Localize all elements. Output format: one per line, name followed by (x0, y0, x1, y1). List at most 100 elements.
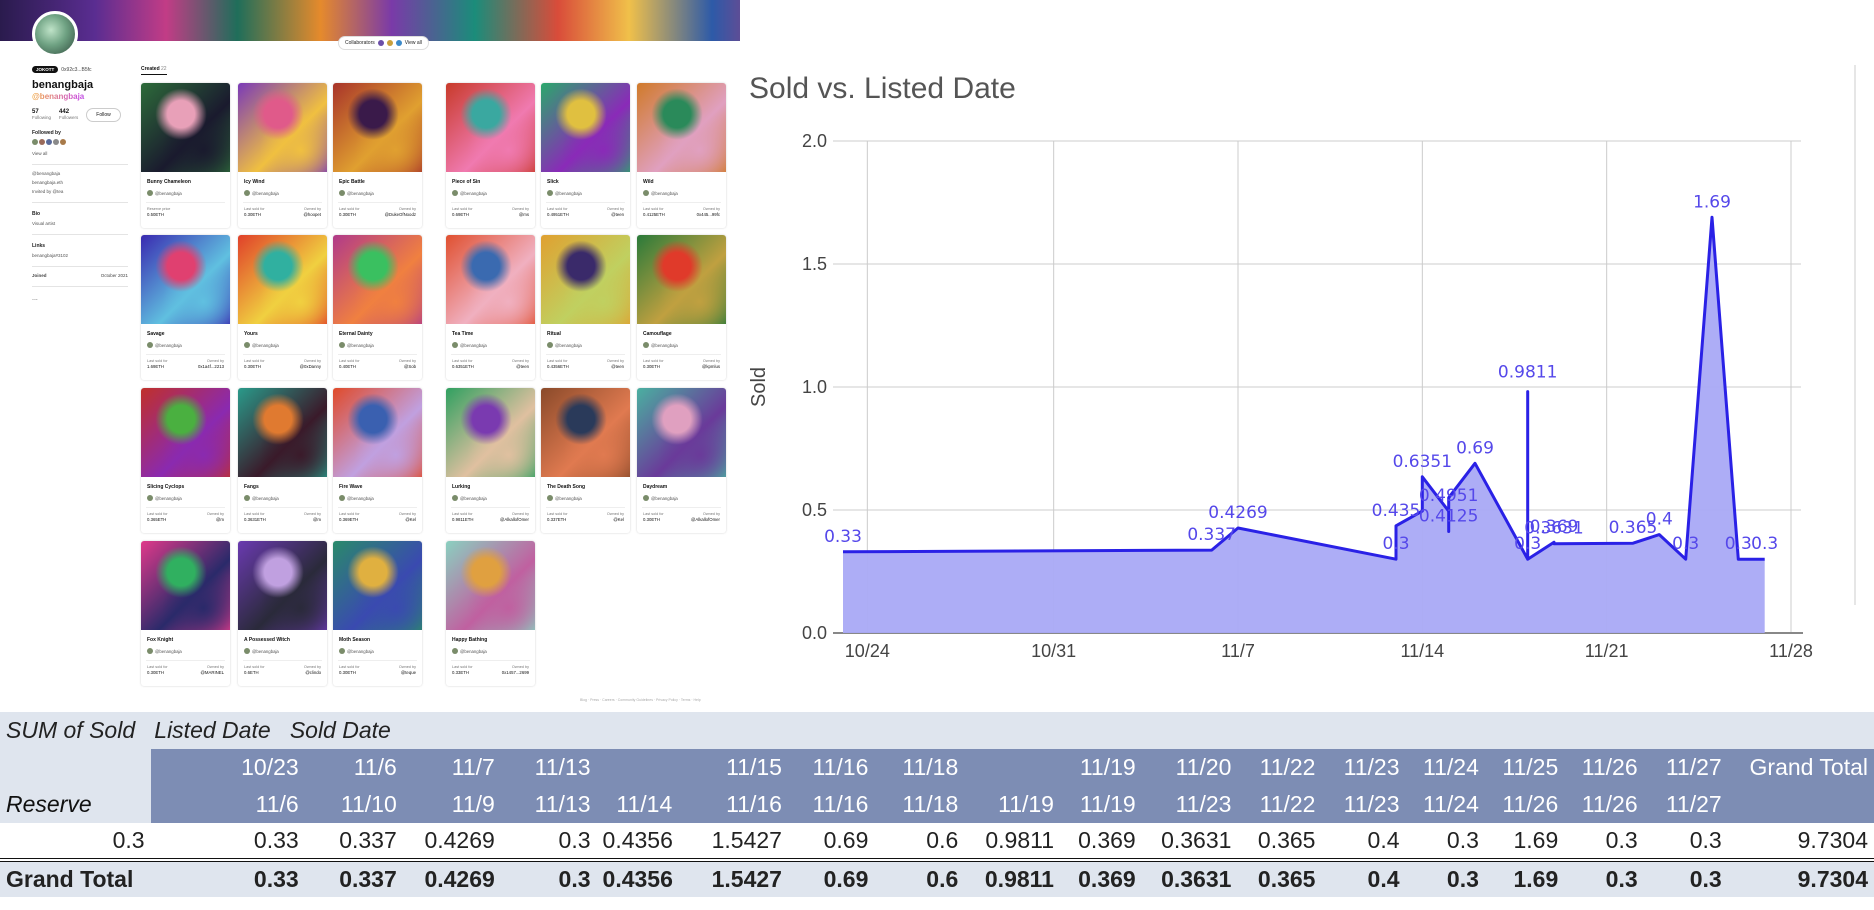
nft-artwork[interactable] (141, 83, 230, 172)
sold-date-header[interactable]: 11/27 (1643, 786, 1728, 823)
nft-artwork[interactable] (446, 235, 535, 324)
data-cell[interactable]: 0.6 (874, 823, 965, 862)
pivot-column-field-sold[interactable]: Sold Date (289, 717, 391, 743)
data-cell[interactable]: 0.4 (1321, 823, 1406, 862)
nft-creator[interactable]: @benangbaja (452, 495, 535, 501)
nft-artwork[interactable] (541, 235, 630, 324)
nft-artwork[interactable] (333, 83, 422, 172)
nft-card[interactable]: Wild @benangbaja Last sold for 0.4125ETH Own… (637, 83, 726, 228)
footer-links[interactable]: Blog · Press · Careers · Community Guide… (580, 698, 701, 702)
owner-value[interactable]: @clindo (305, 670, 321, 675)
tab-created[interactable]: Created 22 (141, 66, 167, 75)
nft-card[interactable]: Fangs @benangbaja Last sold for 0.3631ETH Ow… (238, 388, 327, 533)
nft-card[interactable]: Epic Battle @benangbaja Last sold for 0.30E… (333, 83, 422, 228)
sold-date-header[interactable]: 11/24 (1405, 786, 1485, 823)
nft-card[interactable]: Piece of Sin @benangbaja Last sold for 0.69… (446, 83, 535, 228)
grand-total-cell[interactable]: 0.3631 (1141, 860, 1238, 897)
owner-value[interactable]: @teque (400, 670, 416, 675)
owner-value[interactable]: 0x445...99fc (696, 212, 720, 217)
listed-date-header[interactable]: 10/23 (150, 749, 305, 786)
wallet-address[interactable]: 0x92c3...B5fc (61, 66, 92, 73)
sold-date-header[interactable]: 11/9 (402, 786, 501, 823)
sold-date-header[interactable]: 11/19 (1059, 786, 1142, 823)
listed-date-header[interactable]: 11/26 (1564, 749, 1644, 786)
grand-total-cell[interactable]: 0.4 (1321, 860, 1406, 897)
listed-date-header[interactable]: 11/24 (1405, 749, 1485, 786)
nft-artwork[interactable] (637, 235, 726, 324)
discord-link[interactable]: benangbaja#3102 (32, 253, 69, 258)
owner-value[interactable]: @m (216, 517, 224, 522)
owner-value[interactable]: @kpmlus (702, 364, 720, 369)
sold-date-header[interactable]: 11/23 (1141, 786, 1238, 823)
owner-value[interactable]: @m (313, 517, 321, 522)
sold-date-header[interactable]: 11/26 (1484, 786, 1565, 823)
grand-total-cell[interactable]: 0.4356 (596, 860, 679, 897)
collaborators-badge[interactable]: Collaborators View all (338, 36, 429, 50)
owner-value[interactable]: @Kel (613, 517, 624, 522)
social-link-ens[interactable]: benangbaja.eth (32, 180, 64, 185)
nft-artwork[interactable] (141, 235, 230, 324)
nft-card[interactable]: Fox Knight @benangbaja Last sold for 0.30ET… (141, 541, 230, 686)
nft-creator[interactable]: @benangbaja (643, 190, 726, 196)
sold-date-header[interactable]: 11/18 (874, 786, 965, 823)
nft-card[interactable]: Eternal Dainty @benangbaja Last sold for 0.… (333, 235, 422, 380)
pivot-column-field-listed[interactable]: Listed Date (154, 717, 271, 743)
social-link-twitter[interactable]: @benangbaja (32, 171, 61, 176)
follow-button[interactable]: Follow (86, 108, 121, 122)
nft-artwork[interactable] (446, 541, 535, 630)
nft-creator[interactable]: @benangbaja (244, 648, 327, 654)
listed-date-header[interactable]: Grand Total (1727, 749, 1874, 786)
owner-value[interactable]: @Sob (403, 364, 416, 369)
view-all-link[interactable]: View all (404, 40, 422, 46)
data-cell[interactable]: 0.3 (1643, 823, 1728, 862)
nft-creator[interactable]: @benangbaja (244, 190, 327, 196)
owner-value[interactable]: @hoopet (303, 212, 321, 217)
row-field-label[interactable]: Reserve (0, 786, 151, 823)
nft-card[interactable]: Fire Wave @benangbaja Last sold for 0.369ET… (333, 388, 422, 533)
nft-creator[interactable]: @benangbaja (244, 495, 327, 501)
nft-card[interactable]: Ritual @benangbaja Last sold for 0.4356ETH O… (541, 235, 630, 380)
data-cell[interactable]: 0.3631 (1141, 823, 1238, 862)
sold-date-header[interactable]: 11/22 (1237, 786, 1322, 823)
nft-creator[interactable]: @benangbaja (547, 495, 630, 501)
nft-card[interactable]: Slick @benangbaja Last sold for 0.4951ETH Ow… (541, 83, 630, 228)
listed-date-header[interactable]: 11/16 (787, 749, 875, 786)
grand-total-cell[interactable]: 0.9811 (964, 860, 1060, 897)
grand-total-cell[interactable]: 9.7304 (1727, 860, 1874, 897)
data-cell[interactable]: 0.365 (1237, 823, 1322, 862)
nft-card[interactable]: Bunny Chameleon @benangbaja Reserve price 0… (141, 83, 230, 228)
grand-total-cell[interactable]: 0.3 (1643, 860, 1728, 897)
nft-creator[interactable]: @benangbaja (547, 190, 630, 196)
grand-total-cell[interactable]: 1.5427 (678, 860, 788, 897)
following-stat[interactable]: 57 Following (32, 109, 52, 120)
grand-total-cell[interactable]: 1.69 (1484, 860, 1565, 897)
sold-date-header[interactable] (1727, 786, 1874, 823)
nft-artwork[interactable] (637, 388, 726, 477)
nft-artwork[interactable] (637, 83, 726, 172)
owner-value[interactable]: @teen (516, 364, 529, 369)
owner-value[interactable]: @DukeOfNoodz (384, 212, 416, 217)
nft-card[interactable]: Daydream @benangbaja Last sold for 0.30ETH O… (637, 388, 726, 533)
nft-creator[interactable]: @benangbaja (452, 342, 535, 348)
owner-value[interactable]: @AlkallofOmer (691, 517, 720, 522)
followed-by-avatars[interactable] (32, 139, 128, 147)
nft-creator[interactable]: @benangbaja (339, 342, 422, 348)
listed-date-header[interactable]: 11/25 (1484, 749, 1565, 786)
grand-total-cell[interactable]: 0.3 (1564, 860, 1644, 897)
sold-date-header[interactable]: 11/16 (787, 786, 875, 823)
data-cell[interactable]: 0.69 (787, 823, 875, 862)
data-cell[interactable]: 0.3 (1405, 823, 1485, 862)
pivot-value-field[interactable]: SUM of Sold (6, 717, 136, 743)
nft-artwork[interactable] (238, 83, 327, 172)
nft-card[interactable]: The Death Song @benangbaja Last sold for 0.… (541, 388, 630, 533)
invited-by[interactable]: Invited by @tea (32, 189, 64, 194)
grand-total-cell[interactable]: 0.337 (304, 860, 403, 897)
owner-value[interactable]: @ms (518, 212, 529, 217)
followers-stat[interactable]: 442 Followers (59, 109, 79, 120)
avatar[interactable] (32, 11, 78, 57)
nft-card[interactable]: Slicing Cyclops @benangbaja Last sold for 0… (141, 388, 230, 533)
grand-total-cell[interactable]: 0.3 (1405, 860, 1485, 897)
owner-value[interactable]: @AlkallofOmer (500, 517, 529, 522)
listed-date-header[interactable]: 11/18 (874, 749, 965, 786)
nft-card[interactable]: Tea Time @benangbaja Last sold for 0.6351ET… (446, 235, 535, 380)
